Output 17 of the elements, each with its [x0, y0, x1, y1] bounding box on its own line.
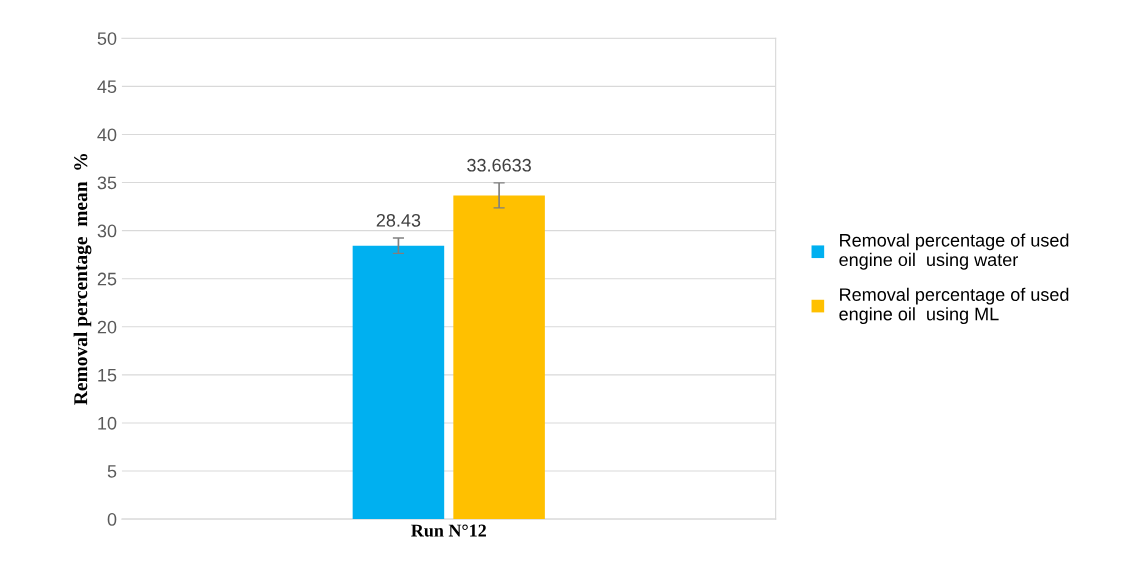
y-tick-label: 10	[98, 416, 117, 430]
legend-label: Removal percentage of used engine oil using ML	[839, 287, 1069, 324]
y-tick-label: 5	[107, 465, 117, 478]
y-tick-label: 0	[107, 513, 117, 526]
data-label: 28.43	[376, 213, 421, 227]
y-tick-label: 30	[97, 224, 117, 238]
y-tick-label: 40	[97, 128, 117, 142]
x-tick-label: Run N°12	[411, 524, 486, 537]
legend-label: Removal percentage of used engine oil using water	[839, 233, 1069, 270]
y-tick-label: 45	[97, 80, 117, 94]
y-axis-title: Removal percentage mean %	[73, 154, 92, 405]
y-tick-label: 15	[98, 368, 117, 382]
y-tick-label: 25	[97, 272, 117, 286]
y-tick-label: 50	[97, 32, 117, 45]
y-tick-label: 20	[97, 320, 117, 334]
y-tick-label: 35	[97, 176, 117, 190]
data-label: 33.6633	[467, 158, 531, 172]
